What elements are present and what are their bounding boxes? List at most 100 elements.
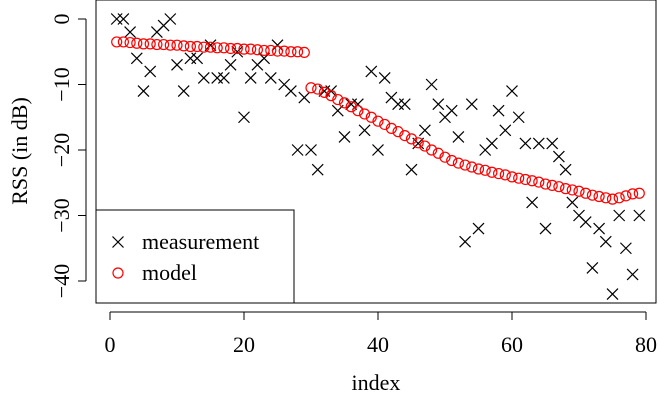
data-point-measurement	[191, 52, 204, 65]
data-point-model	[171, 39, 183, 51]
data-point-model	[533, 176, 545, 188]
data-point-model	[278, 45, 290, 57]
data-point-model	[184, 40, 196, 53]
data-point-model	[211, 42, 223, 54]
data-point-model	[546, 179, 558, 191]
y-tick-label: −40	[49, 264, 74, 298]
y-tick-label: −10	[49, 67, 74, 101]
data-point-measurement	[519, 137, 532, 150]
data-point-model	[412, 137, 424, 149]
data-point-model	[633, 187, 645, 199]
data-point-model	[137, 38, 150, 50]
x-tick-label: 40	[367, 332, 389, 357]
data-point-model	[606, 193, 619, 205]
data-point-model	[332, 93, 344, 106]
data-point-measurement	[526, 196, 539, 209]
data-point-measurement	[271, 39, 284, 52]
data-point-measurement	[392, 98, 405, 111]
data-point-model	[586, 189, 599, 201]
data-point-model	[318, 86, 330, 98]
y-axis-label: RSS (in dB)	[7, 97, 32, 205]
data-point-measurement	[291, 144, 304, 156]
data-point-model	[258, 44, 270, 57]
data-point-model	[493, 167, 505, 180]
data-point-model	[338, 97, 351, 109]
data-point-model	[151, 38, 163, 51]
data-point-measurement	[552, 150, 565, 163]
data-point-model	[305, 82, 317, 94]
data-point-measurement	[338, 130, 351, 143]
data-point-measurement	[579, 216, 592, 228]
data-point-model	[345, 101, 357, 113]
data-point-measurement	[372, 144, 384, 156]
data-point-measurement	[305, 144, 317, 156]
data-point-model	[271, 45, 284, 57]
legend-marker-measurement	[112, 236, 124, 248]
data-point-measurement	[586, 261, 599, 274]
data-point-measurement	[418, 124, 431, 137]
data-point-measurement	[117, 13, 130, 25]
data-point-measurement	[298, 91, 311, 104]
data-point-model	[158, 38, 170, 51]
data-point-model	[392, 126, 404, 138]
data-point-model	[593, 190, 605, 203]
data-point-measurement	[465, 98, 478, 111]
data-point-model	[526, 175, 538, 187]
data-point-measurement	[211, 72, 224, 84]
data-point-model	[432, 147, 444, 159]
y-tick-label: −30	[49, 198, 74, 232]
data-point-model	[499, 169, 511, 181]
data-point-model	[472, 163, 485, 175]
data-point-model	[479, 164, 491, 176]
data-point-measurement	[264, 72, 277, 84]
x-tick-label: 0	[105, 332, 116, 357]
data-point-model	[613, 192, 625, 204]
data-point-measurement	[492, 104, 505, 117]
data-point-model	[285, 46, 297, 58]
data-point-measurement	[499, 124, 512, 137]
data-point-measurement	[532, 137, 545, 150]
legend: measurement model	[95, 209, 295, 304]
data-point-model	[566, 184, 578, 196]
data-point-model	[117, 36, 130, 48]
data-point-measurement	[378, 72, 391, 84]
data-point-measurement	[144, 65, 157, 78]
data-point-measurement	[459, 235, 472, 248]
data-point-measurement	[238, 111, 250, 124]
y-axis: 0 −10 −20 −30 −40	[49, 14, 87, 298]
data-point-measurement	[425, 78, 438, 91]
x-tick-label: 60	[501, 332, 523, 357]
data-point-model	[580, 187, 592, 199]
data-point-model	[251, 44, 263, 56]
data-point-model	[144, 38, 156, 50]
data-point-model	[178, 40, 190, 52]
series-measurement	[110, 13, 646, 301]
data-point-measurement	[566, 196, 579, 209]
data-point-measurement	[231, 45, 244, 58]
data-point-model	[600, 192, 612, 204]
data-point-model	[446, 154, 458, 167]
data-point-model	[426, 144, 438, 156]
data-point-model	[513, 172, 525, 184]
data-point-model	[385, 122, 397, 134]
data-point-measurement	[110, 13, 123, 25]
data-point-model	[191, 40, 203, 53]
legend-label-measurement: measurement	[142, 229, 259, 254]
data-point-measurement	[358, 124, 371, 137]
data-point-model	[352, 105, 364, 117]
data-point-model	[292, 46, 304, 58]
data-point-measurement	[365, 65, 378, 78]
data-point-measurement	[506, 85, 518, 97]
data-point-measurement	[472, 222, 485, 235]
data-point-model	[365, 111, 377, 123]
data-point-measurement	[405, 163, 418, 176]
data-point-measurement	[593, 222, 606, 235]
data-point-model	[439, 151, 451, 163]
data-point-measurement	[626, 268, 639, 281]
data-point-measurement	[613, 209, 626, 222]
data-point-model	[620, 190, 632, 202]
data-point-measurement	[244, 72, 257, 84]
data-point-model	[164, 39, 176, 51]
data-point-measurement	[432, 98, 445, 111]
y-tick-label: 0	[49, 14, 74, 25]
